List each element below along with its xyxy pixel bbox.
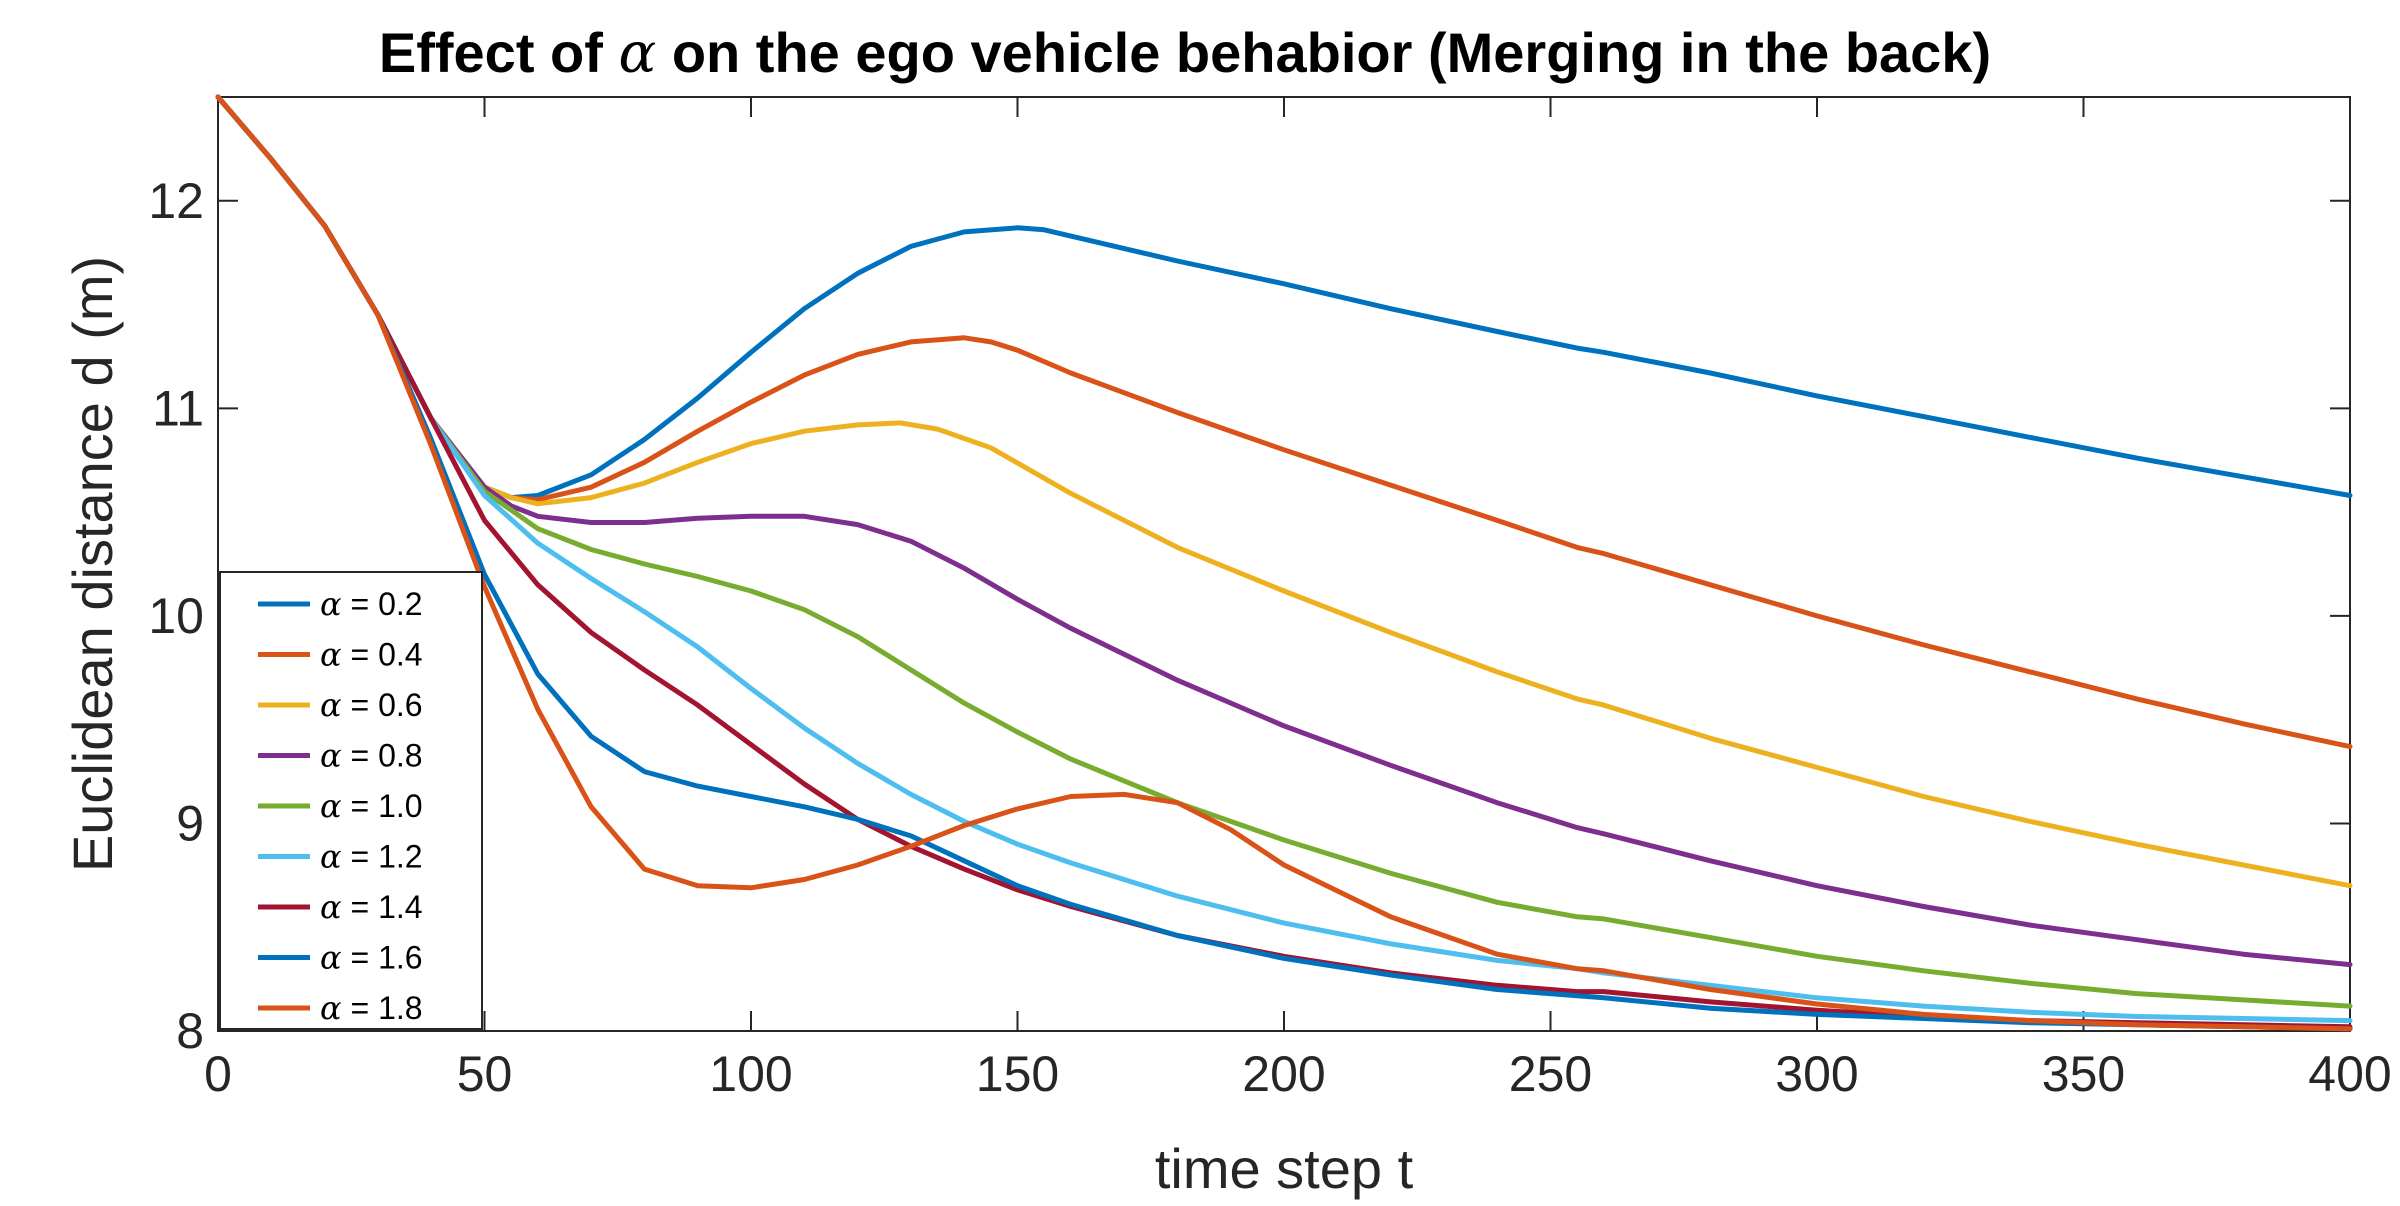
legend-label: = 0.2 — [342, 586, 423, 622]
legend-label: = 0.4 — [342, 637, 423, 673]
axis-ticks — [217, 97, 2351, 1032]
chart-title: Effect of α on the ego vehicle behabior … — [379, 21, 1991, 86]
series-line-8 — [215, 94, 2353, 1032]
legend-symbol: α — [320, 737, 342, 775]
series-line-5 — [215, 94, 2353, 1009]
legend-symbol: α — [320, 838, 342, 876]
series-line-2 — [215, 94, 2353, 750]
legend-label: = 1.8 — [342, 990, 423, 1026]
legend-label: = 0.8 — [342, 738, 423, 774]
series-line-7 — [215, 94, 2353, 1030]
legend-entry: α = 1.4 — [320, 888, 423, 926]
legend-symbol: α — [320, 888, 342, 926]
y-tick-label: 10 — [148, 588, 204, 644]
y-tick-label: 11 — [152, 380, 204, 436]
legend-symbol: α — [320, 636, 342, 674]
series-line-3 — [215, 94, 2353, 889]
x-tick-label: 400 — [2308, 1046, 2391, 1102]
legend-box — [219, 571, 483, 1030]
legend-entry: α = 0.6 — [320, 686, 423, 724]
legend-entry: α = 1.6 — [320, 939, 423, 977]
y-axis-label: Euclidean distance d (m) — [61, 256, 124, 872]
legend-symbol: α — [320, 787, 342, 825]
legend-label: = 0.6 — [342, 687, 423, 723]
series-line-6 — [215, 94, 2353, 1024]
x-tick-label: 100 — [709, 1046, 792, 1102]
plot-area-frame — [217, 96, 2351, 1032]
y-tick-label: 12 — [148, 173, 204, 229]
y-tick-label: 9 — [176, 795, 204, 851]
legend-label: = 1.6 — [342, 940, 423, 976]
legend-entry: α = 1.8 — [320, 989, 423, 1027]
legend-symbol: α — [320, 989, 342, 1027]
legend-symbol: α — [320, 939, 342, 977]
legend-entry: α = 0.8 — [320, 737, 423, 775]
x-tick-label: 150 — [976, 1046, 1059, 1102]
legend-symbol: α — [320, 585, 342, 623]
legend-entry: α = 1.2 — [320, 838, 423, 876]
series-lines — [215, 94, 2353, 1032]
legend: α = 0.2α = 0.4α = 0.6α = 0.8α = 1.0α = 1… — [219, 571, 483, 1030]
x-tick-label: 250 — [1509, 1046, 1592, 1102]
axis-tick-labels: 0 50 100 150 200 250 300 350 400 8 9 10 11 12 — [148, 173, 2391, 1102]
legend-symbol: α — [320, 686, 342, 724]
series-line-9 — [215, 94, 2353, 1032]
x-axis-label: time step t — [1155, 1137, 1414, 1200]
x-tick-label: 0 — [204, 1046, 232, 1102]
x-tick-label: 200 — [1242, 1046, 1325, 1102]
x-tick-label: 50 — [457, 1046, 513, 1102]
legend-label: = 1.0 — [342, 788, 423, 824]
legend-entry: α = 0.2 — [320, 585, 423, 623]
x-tick-label: 300 — [1775, 1046, 1858, 1102]
legend-label: = 1.4 — [342, 889, 423, 925]
legend-label: = 1.2 — [342, 839, 423, 875]
x-tick-label: 350 — [2042, 1046, 2125, 1102]
legend-entry: α = 0.4 — [320, 636, 423, 674]
y-tick-label: 8 — [176, 1003, 204, 1059]
legend-entry: α = 1.0 — [320, 787, 423, 825]
series-line-1 — [215, 94, 2353, 501]
